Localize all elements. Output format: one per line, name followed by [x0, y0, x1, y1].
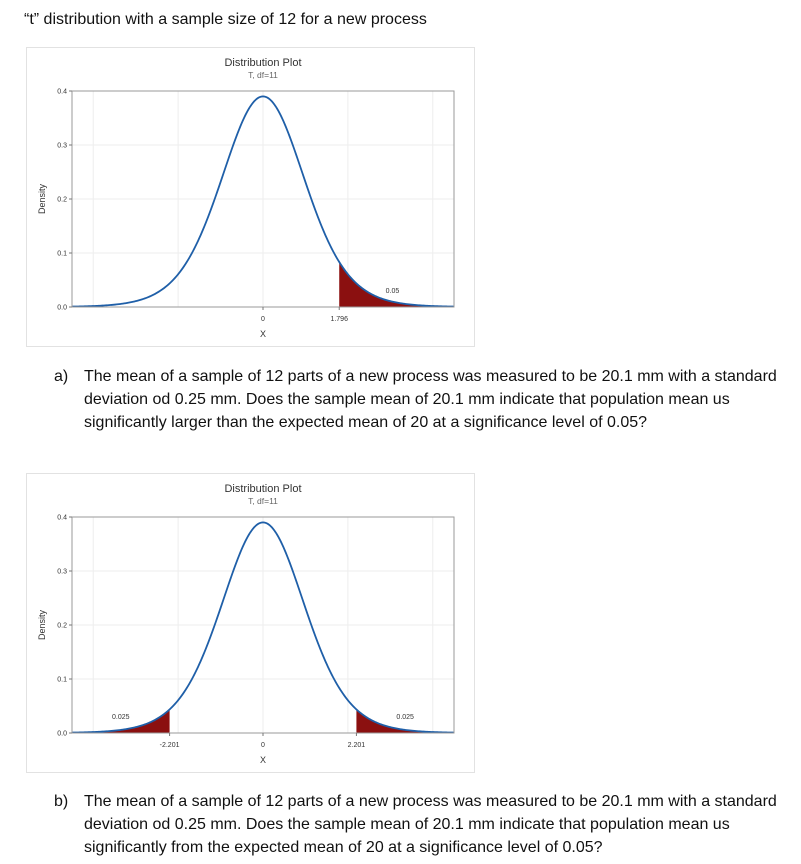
density-curve: [71, 521, 455, 734]
shaded-tail-region: [72, 709, 170, 733]
density-curve: [71, 95, 455, 308]
chart-title: Distribution Plot: [224, 483, 301, 495]
x-tick-label: 0: [261, 316, 265, 323]
chart-subtitle: T, df=11: [248, 70, 278, 80]
chart-subtitle: T, df=11: [248, 496, 278, 506]
y-axis-label: Density: [37, 609, 47, 640]
y-tick-label: 0.2: [57, 623, 67, 630]
y-tick-label: 0.3: [57, 569, 67, 576]
y-axis-label: Density: [37, 183, 47, 214]
y-tick-label: 0.1: [57, 251, 67, 258]
tail-area-label: 0.025: [396, 714, 414, 721]
tail-area-label: 0.05: [386, 288, 400, 295]
question-a: a) The mean of a sample of 12 parts of a…: [54, 365, 794, 434]
question-a-text: The mean of a sample of 12 parts of a ne…: [84, 368, 777, 431]
question-a-marker: a): [54, 368, 69, 385]
question-b-text: The mean of a sample of 12 parts of a ne…: [84, 793, 777, 856]
x-tick-label: 2.201: [348, 742, 366, 749]
x-tick-label: -2.201: [160, 742, 180, 749]
distribution-plot-two-tailed: Distribution Plot T, df=11 0.025 0.025 0.0 0.…: [26, 473, 475, 773]
x-axis-label: X: [260, 755, 266, 765]
y-tick-label: 0.3: [57, 143, 67, 150]
question-b-marker: b): [54, 793, 69, 810]
x-tick-label: 1.796: [330, 316, 348, 323]
x-axis-label: X: [260, 329, 266, 339]
shaded-tail-region: [356, 709, 454, 733]
y-tick-label: 0.2: [57, 197, 67, 204]
chart-title: Distribution Plot: [224, 57, 301, 69]
y-tick-label: 0.0: [57, 731, 67, 738]
tail-area-label: 0.025: [112, 714, 130, 721]
y-tick-label: 0.4: [57, 89, 67, 96]
distribution-plot-one-tailed: Distribution Plot T, df=11 0.05 0.0 0.1 0.2 0.…: [26, 47, 475, 347]
y-tick-label: 0.1: [57, 677, 67, 684]
y-tick-label: 0.4: [57, 515, 67, 522]
question-b: b) The mean of a sample of 12 parts of a…: [54, 790, 794, 859]
page-heading: “t” distribution with a sample size of 1…: [24, 11, 427, 28]
y-tick-label: 0.0: [57, 305, 67, 312]
x-tick-label: 0: [261, 742, 265, 749]
shaded-tail-region: [339, 261, 454, 307]
